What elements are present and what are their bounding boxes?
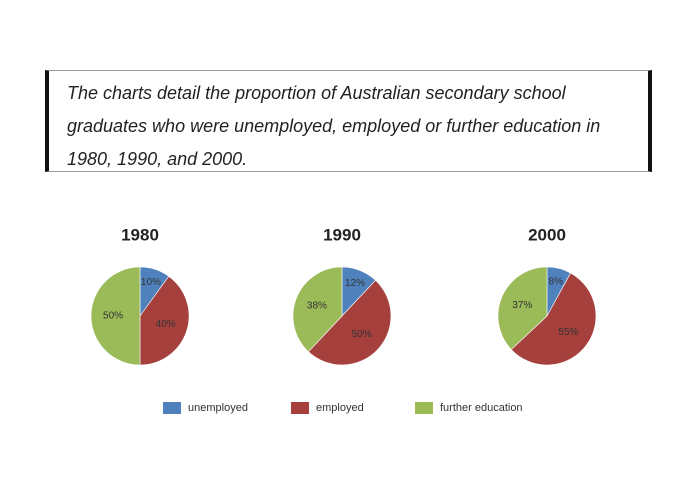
data-label: 10%	[141, 277, 161, 288]
legend-swatch	[163, 402, 181, 414]
data-label: 12%	[345, 278, 365, 289]
pie-slice	[90, 266, 141, 366]
data-label: 40%	[156, 319, 176, 330]
data-label: 37%	[512, 300, 532, 311]
pie-slice	[139, 275, 190, 366]
pie-slice	[292, 266, 343, 353]
pie-slice	[308, 279, 392, 366]
chart-title: 2000	[528, 225, 566, 244]
legend-label: unemployed	[188, 402, 248, 414]
legend-label: employed	[316, 402, 364, 414]
pie-slice	[497, 266, 548, 350]
legend-swatch	[415, 402, 433, 414]
data-label: 50%	[352, 329, 372, 340]
data-label: 50%	[103, 311, 123, 322]
legend-label: further education	[440, 402, 523, 414]
legend-swatch	[291, 402, 309, 414]
pie-slice	[510, 272, 597, 366]
chart-title: 1980	[121, 225, 159, 244]
data-label: 38%	[307, 301, 327, 312]
data-label: 8%	[549, 276, 564, 287]
description: The charts detail the proportion of Aust…	[45, 70, 652, 172]
chart-title: 1990	[323, 225, 361, 244]
data-label: 55%	[558, 327, 578, 338]
